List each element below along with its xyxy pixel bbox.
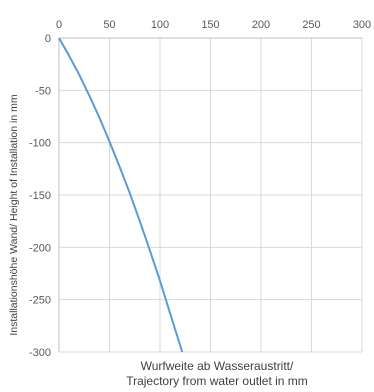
x-axis-title-line-2: Trajectory from water outlet in mm: [126, 374, 308, 388]
y-tick-label: -300: [29, 347, 51, 359]
x-tick-label: 100: [151, 19, 169, 31]
y-tick-label: -200: [29, 242, 51, 254]
x-tick-label: 300: [353, 19, 371, 31]
y-tick-label: 0: [45, 33, 51, 45]
x-tick-label: 200: [252, 19, 270, 31]
y-tick-label: -50: [35, 85, 51, 97]
series-layer: [58, 37, 184, 353]
x-tick-label: 250: [302, 19, 320, 31]
x-tick-labels: 0 50 100 150 200 250 300: [56, 19, 371, 31]
series-line: [58, 37, 184, 353]
y-tick-label: -250: [29, 295, 51, 307]
y-tick-labels: 0 -50 -100 -150 -200 -250 -300: [29, 33, 51, 359]
y-axis-title: Installationshöhe Wand/ Height of Instal…: [8, 94, 20, 335]
y-tick-label: -150: [29, 190, 51, 202]
y-tick-label: -100: [29, 138, 51, 150]
x-tick-label: 50: [103, 19, 115, 31]
x-axis-title-line-1: Wurfweite ab Wasseraustritt/: [141, 359, 294, 373]
x-tick-label: 0: [56, 19, 62, 31]
x-tick-label: 150: [201, 19, 219, 31]
grid: [58, 37, 363, 353]
